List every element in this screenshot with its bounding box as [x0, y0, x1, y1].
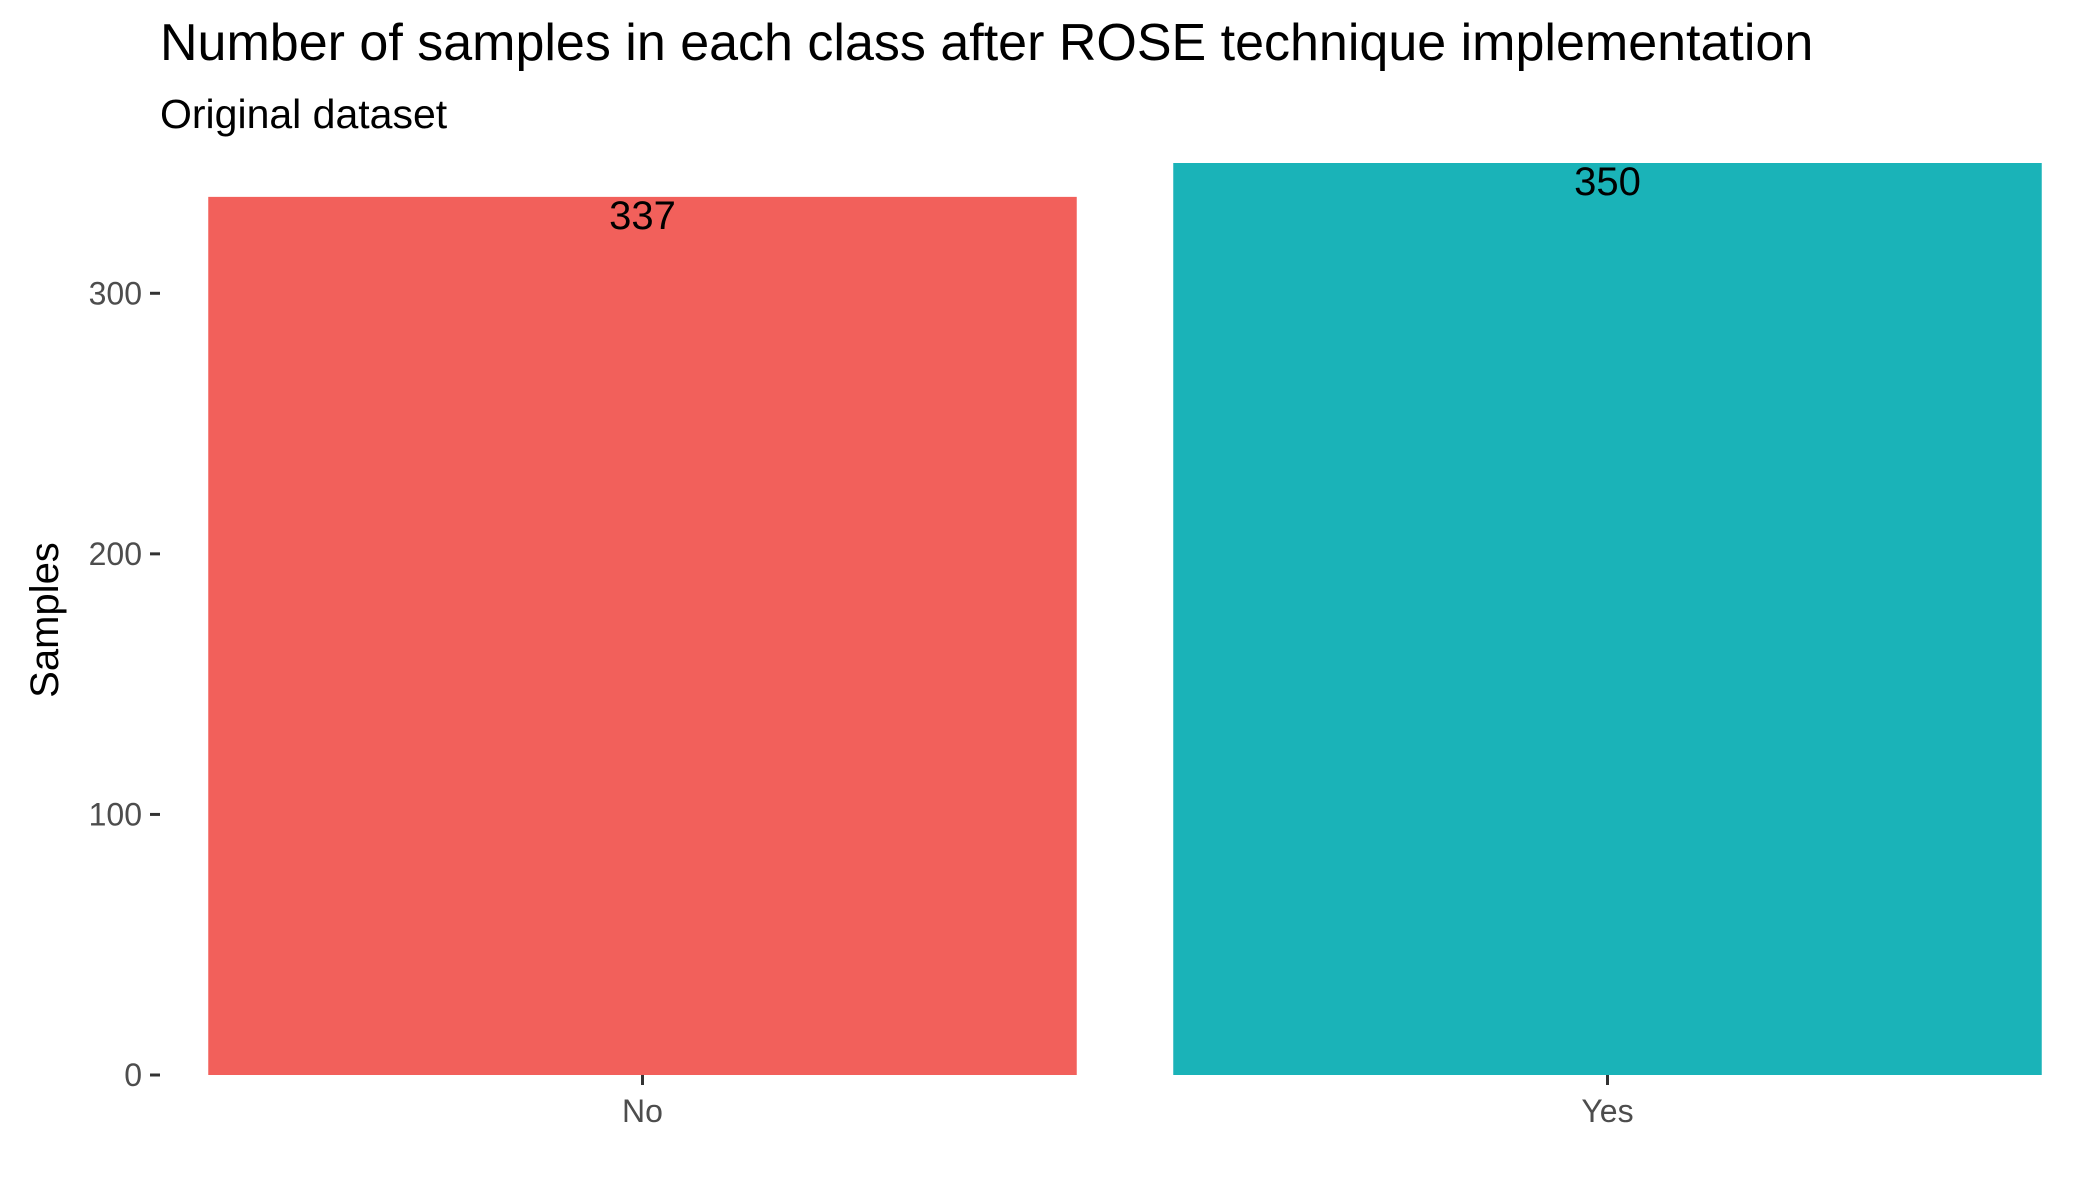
y-axis-title: Samples	[23, 542, 67, 698]
chart-title: Number of samples in each class after RO…	[160, 14, 1813, 72]
y-tick-label: 0	[124, 1057, 142, 1093]
y-tick-label: 200	[89, 536, 142, 572]
data-label-yes: 350	[1574, 160, 1641, 204]
y-tick-label: 100	[89, 796, 142, 832]
x-tick-label-no: No	[622, 1093, 663, 1129]
bar-yes	[1173, 163, 2042, 1075]
chart-subtitle: Original dataset	[160, 91, 448, 137]
bars-group	[208, 163, 2042, 1076]
bar-no	[208, 196, 1077, 1076]
y-axis: 0 100 200 300	[89, 275, 160, 1093]
data-label-no: 337	[609, 194, 676, 238]
x-tick-label-yes: Yes	[1581, 1093, 1633, 1129]
x-axis: No Yes	[622, 1075, 1634, 1129]
data-labels-group: 337 350	[609, 160, 1641, 238]
y-tick-label: 300	[89, 275, 142, 311]
